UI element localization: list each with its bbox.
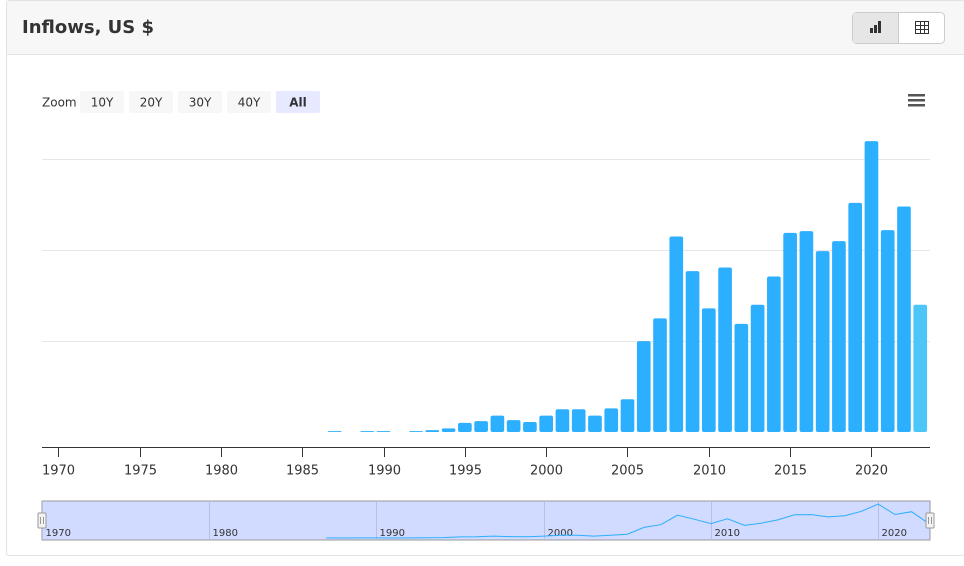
navigator-label: 1990	[380, 528, 405, 539]
x-tick-label: 1970	[42, 464, 75, 479]
bar	[360, 431, 375, 432]
bar	[620, 399, 635, 432]
x-tick-label: 1980	[205, 464, 238, 479]
x-tick-label: 1975	[124, 464, 157, 479]
x-tick-label: 1990	[368, 464, 401, 479]
x-tick-label: 2015	[774, 464, 807, 479]
x-tick-label: 1995	[449, 464, 482, 479]
bar	[750, 304, 765, 432]
bar	[767, 276, 781, 432]
bar	[458, 422, 472, 432]
bar	[571, 409, 586, 432]
zoom-button-label[interactable]: 30Y	[189, 96, 212, 110]
navigator-label: 2010	[715, 528, 740, 539]
bar	[555, 409, 570, 432]
x-tick-label: 2020	[855, 464, 888, 479]
bar	[653, 318, 667, 432]
card	[6, 0, 964, 556]
bar	[669, 236, 684, 432]
bar	[409, 431, 423, 432]
x-tick-label: 2010	[693, 464, 726, 479]
bar	[880, 230, 895, 432]
bar	[734, 323, 749, 432]
view-toggle[interactable]	[852, 12, 945, 44]
bar	[490, 415, 505, 432]
bar	[588, 415, 602, 432]
header	[7, 1, 964, 55]
zoom-button[interactable]	[129, 91, 173, 113]
zoom-button-label[interactable]: 10Y	[91, 96, 114, 110]
bar	[815, 251, 830, 432]
navigator-handle[interactable]	[925, 512, 935, 529]
zoom-label: Zoom	[42, 96, 77, 110]
zoom-button[interactable]	[276, 91, 320, 113]
bar	[832, 241, 846, 432]
bar	[474, 421, 488, 432]
bar	[685, 271, 700, 432]
menu-button[interactable]	[908, 94, 925, 107]
navigator-label: 2020	[882, 528, 907, 539]
bar	[327, 431, 342, 432]
bar	[539, 415, 554, 432]
bar	[523, 422, 537, 432]
x-tick-label: 2000	[530, 464, 563, 479]
zoom-button-label[interactable]: 40Y	[238, 96, 261, 110]
bar	[783, 232, 797, 432]
bar	[799, 231, 814, 432]
bar	[864, 141, 879, 432]
bar	[701, 308, 716, 432]
navigator-label: 1980	[213, 528, 238, 539]
x-tick-label: 1985	[286, 464, 319, 479]
zoom-button-label[interactable]: All	[289, 96, 307, 110]
bar	[506, 420, 521, 432]
bar	[897, 206, 911, 432]
bar	[604, 408, 619, 432]
zoom-button[interactable]	[80, 91, 124, 113]
bar	[913, 304, 928, 432]
bar	[636, 341, 651, 432]
navigator-handle[interactable]	[37, 512, 47, 529]
zoom-button[interactable]	[227, 91, 271, 113]
navigator-series	[326, 503, 929, 539]
navigator-label: 1970	[46, 528, 71, 539]
x-tick-label: 2005	[611, 464, 644, 479]
title: Inflows, US $	[22, 17, 154, 38]
zoom-button[interactable]	[178, 91, 222, 113]
bar	[376, 431, 391, 432]
bar	[425, 430, 440, 432]
bar	[718, 267, 732, 432]
bar	[441, 428, 456, 432]
bar	[848, 202, 863, 432]
navigator-window[interactable]	[41, 500, 931, 541]
zoom-button-label[interactable]: 20Y	[140, 96, 163, 110]
navigator-label: 2000	[548, 528, 573, 539]
